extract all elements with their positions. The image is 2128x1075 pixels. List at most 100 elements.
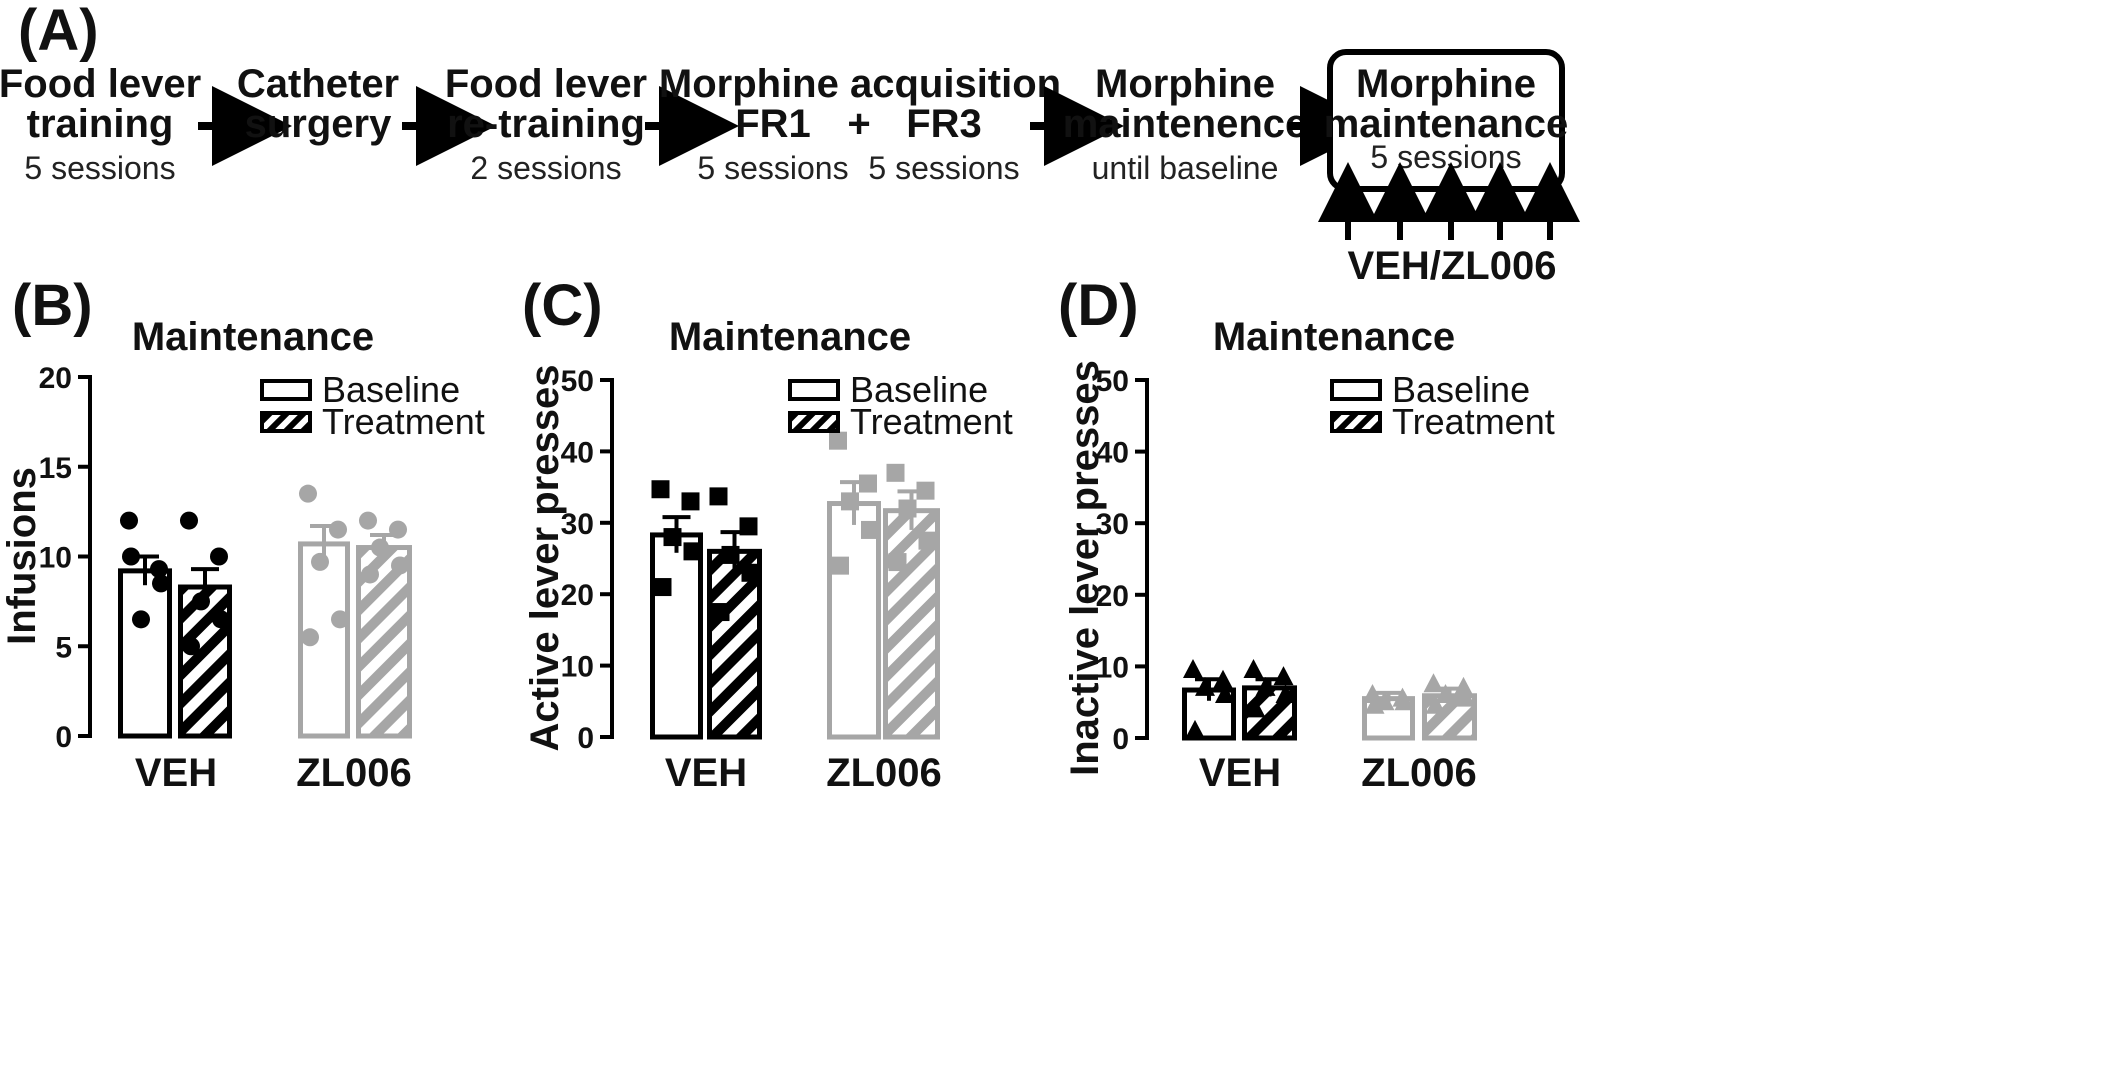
data-point — [150, 560, 168, 579]
data-point — [1453, 676, 1474, 696]
step-morphine-maintenence: Morphine maintenence until baseline — [1063, 62, 1308, 186]
y-axis-label: Inactive lever presses — [1063, 360, 1107, 776]
data-point — [1362, 684, 1383, 704]
data-point — [1394, 691, 1415, 711]
y-tick-label: 0 — [55, 721, 72, 754]
data-point — [1255, 676, 1276, 696]
legend-swatch-baseline — [1330, 379, 1382, 401]
y-tick-label: 0 — [1112, 723, 1129, 756]
y-tick-label: 15 — [39, 452, 72, 485]
data-point — [898, 499, 917, 518]
x-category-label: ZL006 — [826, 751, 942, 795]
data-point — [1435, 684, 1456, 704]
step-6-sessions: 5 sessions — [1370, 139, 1521, 175]
data-point — [152, 574, 170, 593]
step-4-title: Morphine acquisition — [659, 62, 1061, 106]
data-point — [831, 556, 849, 575]
chart-title: Maintenance — [669, 315, 911, 359]
bar-baseline-veh — [118, 568, 172, 739]
step-2-title-line1: Catheter — [237, 62, 399, 106]
x-category-label: VEH — [135, 751, 217, 795]
legend-swatch-baseline — [260, 379, 312, 401]
data-point — [359, 511, 377, 530]
data-point — [1213, 669, 1233, 689]
step-1-title-line1: Food lever — [0, 62, 201, 106]
step-1-sessions: 5 sessions — [24, 150, 175, 186]
y-tick-label: 0 — [577, 722, 594, 755]
y-tick-label: 30 — [561, 508, 594, 541]
data-point — [361, 565, 379, 584]
legend-label-baseline: Baseline — [1392, 369, 1530, 410]
panel-letter: (D) — [1058, 273, 1139, 338]
legend-label-treatment: Treatment — [850, 401, 1013, 442]
chart-panel-c: (C) Maintenance Active lever presses 0 10 20 3… — [522, 273, 1013, 795]
step-5-sessions: until baseline — [1092, 150, 1279, 186]
data-point — [683, 542, 702, 561]
y-axis-label: Infusions — [0, 467, 44, 645]
data-point — [1185, 719, 1205, 739]
bar-baseline-zl006 — [827, 501, 881, 740]
step-4-fr3: FR3 — [906, 102, 982, 146]
x-category-label: VEH — [1199, 751, 1281, 795]
data-point — [192, 592, 210, 611]
chart-panel-b: (B) Maintenance Infusions 0 5 10 15 20 VEH ZL006 B… — [0, 273, 485, 795]
step-food-lever-training: Food lever training 5 sessions — [0, 62, 201, 186]
step-5-title-line1: Morphine — [1095, 62, 1275, 106]
y-tick-label: 10 — [561, 651, 594, 684]
y-tick-label: 20 — [1096, 580, 1129, 613]
data-point — [653, 578, 672, 597]
charts: (B) Maintenance Infusions 0 5 10 15 20 VEH ZL006 B… — [0, 273, 1555, 795]
step-2-title-line2: surgery — [245, 102, 392, 146]
data-point — [1425, 694, 1446, 714]
data-point — [861, 520, 879, 539]
step-5-title-line2: maintenence — [1063, 102, 1308, 146]
chart-panel-d: (D) Maintenance Inactive lever presses 0 10 2… — [1058, 273, 1555, 795]
data-point — [1243, 658, 1264, 678]
step-morphine-acquisition: Morphine acquisition FR1 + FR3 5 session… — [659, 62, 1061, 186]
data-point — [311, 552, 329, 571]
y-axis-label: Active lever presses — [523, 365, 567, 752]
step-food-lever-retraining: Food lever re-training 2 sessions — [445, 62, 647, 186]
chart-title: Maintenance — [132, 315, 374, 359]
step-6-title-line1: Morphine — [1356, 62, 1536, 106]
data-point — [180, 511, 198, 530]
chart-title: Maintenance — [1213, 315, 1455, 359]
data-point — [122, 547, 140, 566]
data-point — [1455, 687, 1476, 707]
panel-a: (A) Food lever training 5 sessions Cathe… — [0, 0, 1580, 288]
data-point — [331, 610, 349, 629]
data-point — [663, 528, 682, 547]
legend-swatch-treatment — [260, 411, 312, 433]
data-point — [329, 520, 347, 539]
y-tick-label: 10 — [39, 542, 72, 575]
y-tick-label: 50 — [561, 365, 594, 398]
data-point — [371, 538, 389, 557]
bar-baseline-veh — [650, 532, 703, 740]
data-point — [1423, 673, 1444, 693]
legend-label-treatment: Treatment — [322, 401, 485, 442]
y-tick-label: 40 — [561, 436, 594, 469]
legend-swatch-baseline — [788, 379, 840, 401]
data-point — [1275, 684, 1296, 704]
data-point — [829, 431, 847, 450]
y-tick-label: 5 — [55, 631, 72, 664]
data-point — [1195, 676, 1215, 696]
legend-label-treatment: Treatment — [1392, 401, 1555, 442]
step-6-title-line2: maintenance — [1324, 102, 1569, 146]
data-point — [1183, 658, 1203, 678]
data-point — [120, 511, 138, 530]
legend-swatch-treatment — [1330, 411, 1382, 433]
data-point — [681, 492, 700, 511]
data-point — [1273, 666, 1294, 686]
data-point — [212, 610, 230, 629]
data-point — [299, 484, 317, 503]
legend-label-baseline: Baseline — [322, 369, 460, 410]
data-point — [711, 603, 730, 622]
step-3-title-line1: Food lever — [445, 62, 647, 106]
data-point — [132, 610, 150, 629]
injection-label: VEH/ZL006 — [1348, 244, 1557, 288]
data-point — [389, 520, 407, 539]
